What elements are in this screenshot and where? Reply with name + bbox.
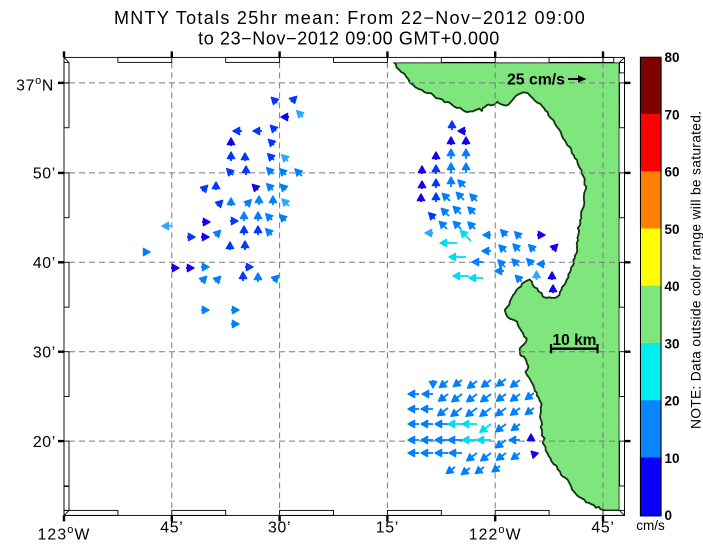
svg-text:30’: 30’ <box>33 344 56 361</box>
svg-text:30’: 30’ <box>268 520 291 537</box>
svg-text:80: 80 <box>665 50 680 65</box>
svg-text:40: 40 <box>665 279 680 294</box>
svg-text:to 23−Nov−2012 09:00 GMT+0.000: to 23−Nov−2012 09:00 GMT+0.000 <box>198 29 500 49</box>
svg-text:20’: 20’ <box>33 434 56 451</box>
svg-text:45’: 45’ <box>591 520 614 537</box>
svg-text:0: 0 <box>665 508 673 523</box>
svg-text:MNTY Totals 25hr mean: From 22: MNTY Totals 25hr mean: From 22−Nov−2012 … <box>114 8 586 28</box>
svg-text:70: 70 <box>665 107 680 122</box>
svg-text:50’: 50’ <box>33 166 56 183</box>
svg-text:10 km: 10 km <box>553 332 597 349</box>
svg-text:37oN: 37oN <box>16 75 54 95</box>
svg-text:10: 10 <box>665 451 680 466</box>
svg-text:20: 20 <box>665 394 680 409</box>
svg-text:122oW: 122oW <box>469 524 522 544</box>
svg-text:45’: 45’ <box>160 520 183 537</box>
svg-text:25 cm/s: 25 cm/s <box>507 72 565 89</box>
svg-text:60: 60 <box>665 165 680 180</box>
svg-text:123oW: 123oW <box>38 524 91 544</box>
svg-text:50: 50 <box>665 222 680 237</box>
svg-text:30: 30 <box>665 336 680 351</box>
svg-text:40’: 40’ <box>33 255 56 272</box>
svg-text:15’: 15’ <box>376 520 399 537</box>
svg-text:NOTE: Data outside color range: NOTE: Data outside color range will be s… <box>689 111 703 429</box>
svg-text:cm/s: cm/s <box>636 518 665 533</box>
